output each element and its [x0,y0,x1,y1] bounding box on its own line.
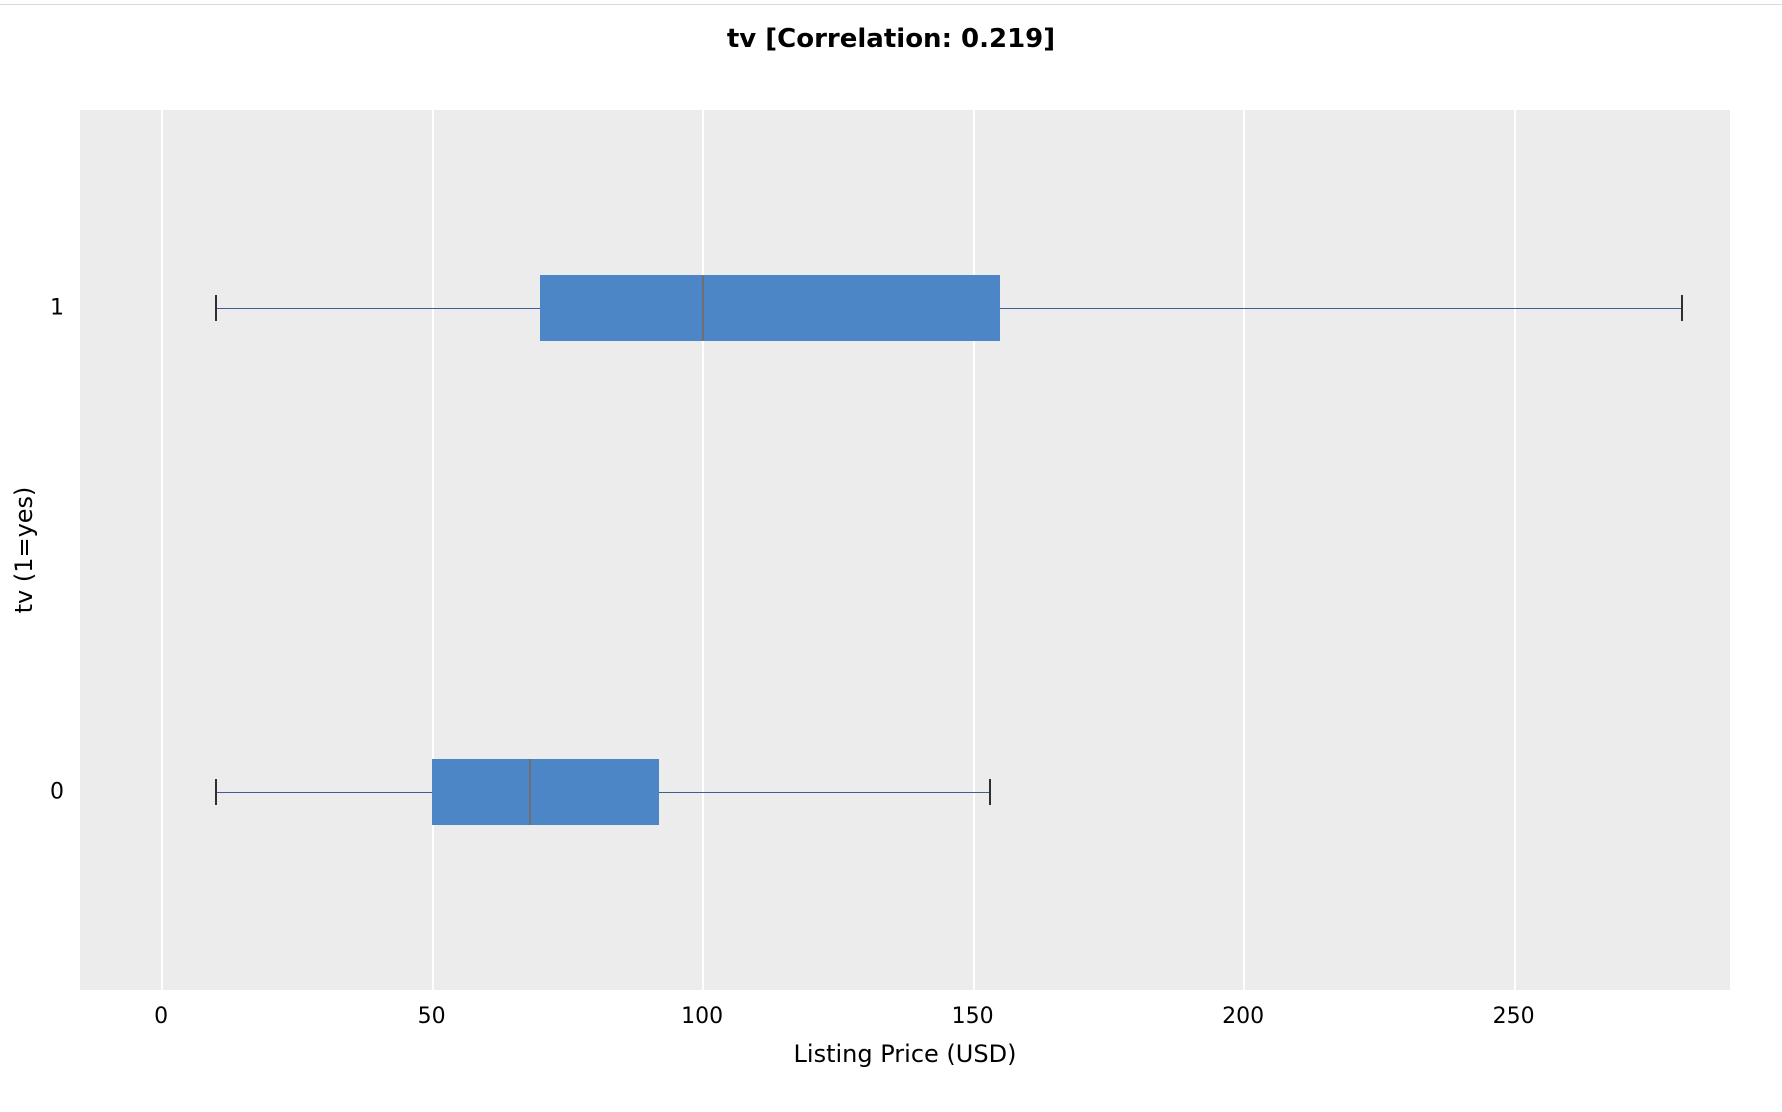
x-tick-label: 200 [1222,1004,1264,1029]
x-tick-label: 100 [681,1004,723,1029]
y-tick-label: 1 [44,296,64,321]
box [540,275,1000,341]
median-line [702,275,704,341]
plot-area [80,110,1730,990]
whisker-line [659,792,989,793]
y-tick-label: 0 [44,780,64,805]
whisker-line [215,792,431,793]
chart-title: tv [Correlation: 0.219] [0,24,1782,54]
y-axis-label: tv (1=yes) [10,487,38,614]
whisker-cap [215,295,217,321]
x-tick-label: 50 [418,1004,446,1029]
whisker-line [1000,308,1682,309]
gridline [1514,110,1516,990]
x-tick-label: 250 [1493,1004,1535,1029]
gridline [1243,110,1245,990]
chart-page: { "canvas": { "width": 1782, "height": 1… [0,0,1782,1112]
whisker-cap [1681,295,1683,321]
median-line [529,759,531,825]
gridline [432,110,434,990]
gridline [161,110,163,990]
top-rule [0,4,1782,5]
gridline [973,110,975,990]
whisker-cap [989,779,991,805]
whisker-cap [215,779,217,805]
box [432,759,659,825]
x-axis-label: Listing Price (USD) [794,1040,1017,1068]
gridline [702,110,704,990]
x-tick-label: 150 [952,1004,994,1029]
x-tick-label: 0 [154,1004,168,1029]
whisker-line [215,308,540,309]
